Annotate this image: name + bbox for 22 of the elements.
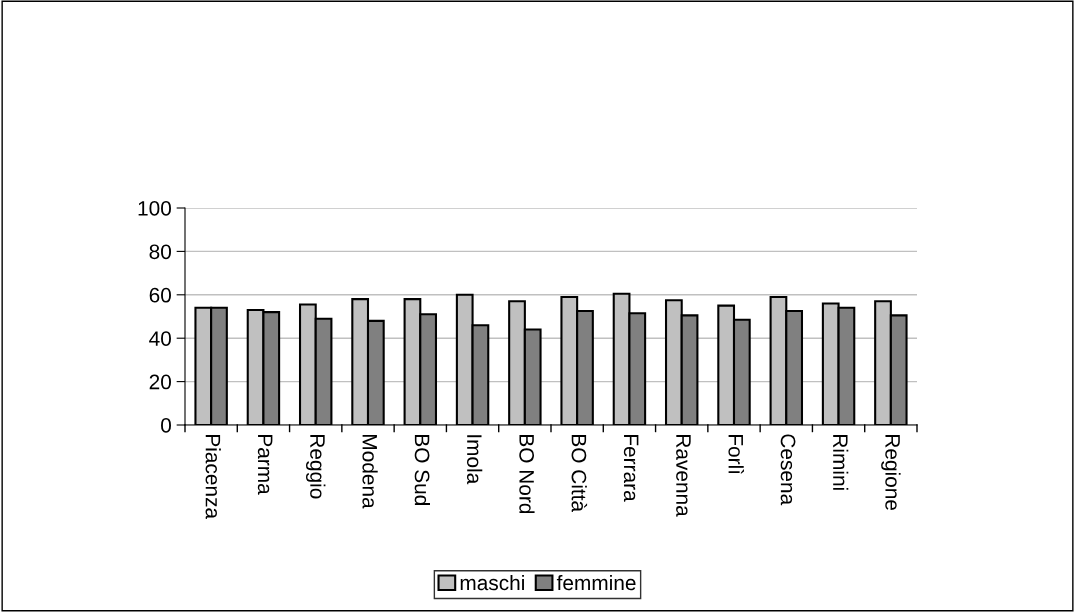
y-tick-label: 0 <box>161 418 171 433</box>
x-tick-label: Ravenna <box>676 435 691 517</box>
x-tick-label: Modena <box>362 435 378 509</box>
x-tick-label: BO Nord <box>519 435 535 514</box>
x-tick-label: Ferrara <box>623 435 639 502</box>
x-tick-label: Imola <box>466 435 483 485</box>
y-tick-label: 80 <box>149 244 171 260</box>
x-tick-label: Regione <box>881 435 901 511</box>
y-tick-label: 20 <box>149 374 171 390</box>
y-tick-label: 60 <box>149 287 171 303</box>
y-tick-label: 40 <box>149 331 171 346</box>
x-tick-label: BO Città <box>571 435 588 513</box>
x-tick-label: Cesena <box>780 434 796 506</box>
x-tick-label: Piacenza <box>205 435 221 520</box>
x-tick-label: Parma <box>257 435 273 495</box>
legend-label: femmine <box>556 574 636 591</box>
legend-label: maschi <box>460 574 524 591</box>
x-tick-label: Reggio <box>306 435 326 499</box>
y-tick-label: 100 <box>138 201 171 216</box>
x-tick-label: Rimini <box>833 435 849 490</box>
x-tick-label: BO Sud <box>414 435 430 505</box>
x-tick-label: Forlì <box>728 435 744 474</box>
